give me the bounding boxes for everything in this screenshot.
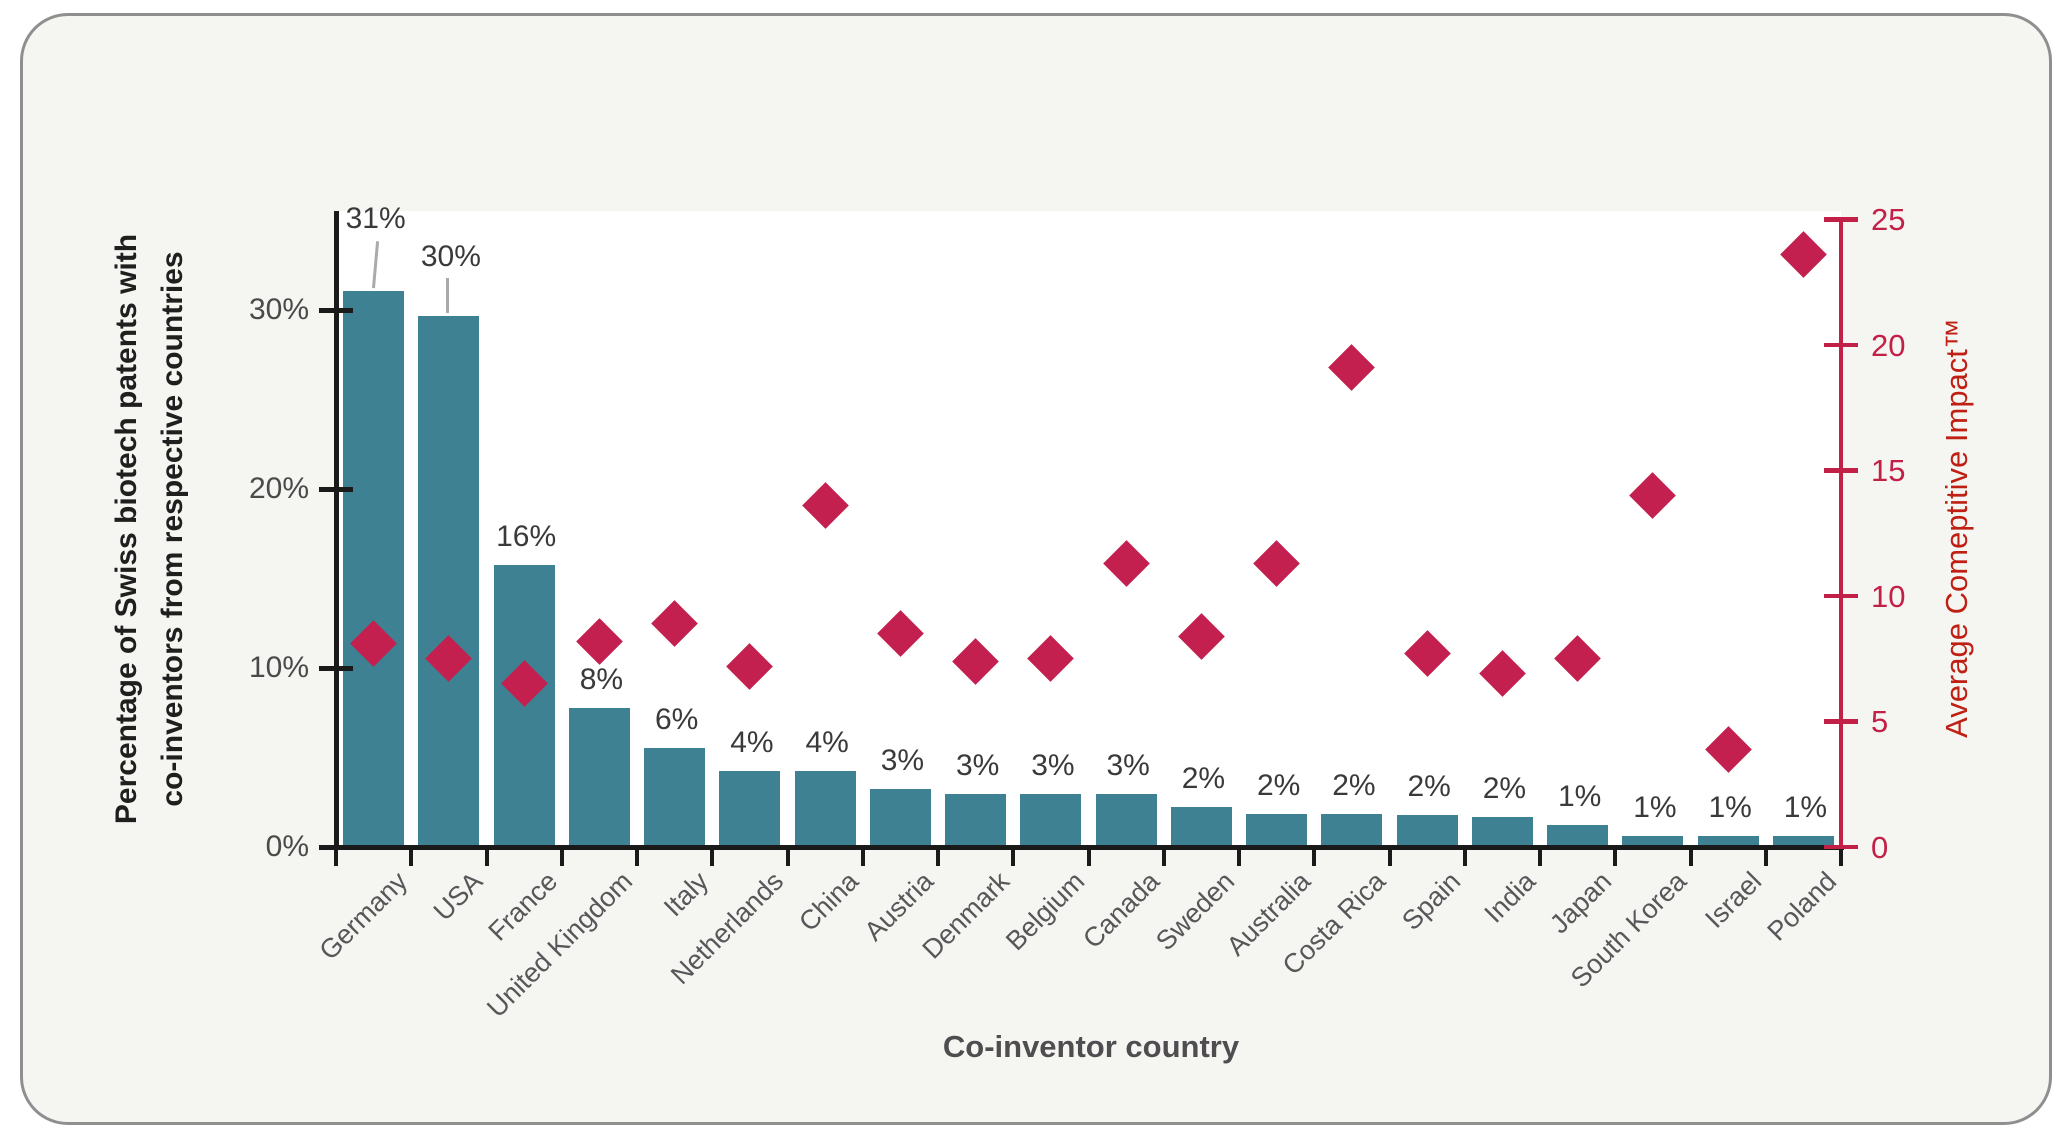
- chart-card: 31% Germany 30% USA 16% France 8% United Kingdo…: [20, 13, 2052, 1125]
- x-axis-tick: [785, 849, 790, 866]
- x-axis-tick: [1086, 849, 1091, 866]
- x-axis-tick: [1161, 849, 1166, 866]
- left-axis-tick-label: 0%: [265, 830, 309, 863]
- left-axis-title: Percentage of Swiss biotech patents with…: [104, 0, 196, 1129]
- bar-value-label-germany: 31%: [345, 202, 406, 235]
- right-axis-tick-label: 20: [1871, 327, 1906, 363]
- x-axis-line: [333, 844, 1844, 850]
- bar-belgium: [1020, 794, 1082, 848]
- x-axis-tick: [1011, 849, 1016, 866]
- x-axis-title: Co-inventor country: [942, 1029, 1240, 1064]
- bar-value-label-sweden: 2%: [1181, 761, 1226, 795]
- left-axis-tick: [319, 665, 353, 671]
- right-axis-tick-label: 5: [1871, 704, 1889, 739]
- x-axis-tick: [710, 849, 715, 866]
- bar-value-label-japan: 1%: [1557, 779, 1602, 813]
- right-axis-tick: [1824, 217, 1858, 222]
- right-axis-line: [1839, 217, 1843, 849]
- bar-japan: [1547, 824, 1609, 848]
- x-axis-tick: [635, 849, 639, 866]
- x-axis-tick: [936, 849, 940, 866]
- bar-value-label-austria: 3%: [880, 743, 925, 777]
- x-axis-tick: [1538, 849, 1542, 866]
- right-axis-tick: [1824, 844, 1858, 850]
- bar-netherlands: [719, 771, 781, 848]
- bar-value-label-united-kingdom: 8%: [579, 663, 624, 697]
- bar-value-label-spain: 2%: [1407, 769, 1451, 803]
- bar-poland: [1772, 836, 1834, 848]
- bar-value-label-poland: 1%: [1783, 791, 1828, 825]
- x-axis-tick: [1312, 849, 1317, 866]
- left-axis-tick: [319, 307, 353, 313]
- x-axis-tick: [1387, 849, 1392, 866]
- right-axis-tick: [1824, 719, 1858, 724]
- chart-marks-layer: 31% Germany 30% USA 16% France 8% United Kingdo…: [23, 16, 2049, 1122]
- bar-spain: [1396, 814, 1458, 848]
- bar-australia: [1246, 813, 1308, 848]
- bar-china: [794, 771, 856, 848]
- bar-value-label-china: 4%: [805, 726, 849, 760]
- chart-axes-layer: 0% 10% 20% 30% 0 5 10 15 20 25: [23, 16, 2049, 1122]
- right-axis-tick-label: 10: [1871, 578, 1906, 614]
- bar-costa-rica: [1321, 813, 1383, 848]
- bar-value-label-belgium: 3%: [1031, 749, 1075, 783]
- right-axis-tick-label: 15: [1871, 453, 1906, 488]
- right-axis-title: Average Comeptitive Impact™: [1939, 318, 1974, 738]
- left-axis-title-line1: Percentage of Swiss biotech patents with: [110, 233, 143, 825]
- left-axis-tick: [319, 486, 353, 492]
- bar-united-kingdom: [568, 708, 630, 848]
- bar-value-label-france: 16%: [496, 520, 557, 554]
- x-axis-tick: [1839, 849, 1843, 866]
- right-axis-tick-label: 25: [1871, 202, 1906, 237]
- bar-sweden: [1170, 806, 1232, 848]
- leader-line-usa: [446, 278, 449, 313]
- bar-austria: [869, 788, 931, 848]
- right-axis-tick: [1824, 593, 1858, 599]
- bar-value-label-netherlands: 4%: [730, 726, 774, 760]
- bar-value-label-canada: 3%: [1106, 749, 1150, 783]
- left-axis-tick-label: 10%: [248, 651, 309, 684]
- x-axis-tick: [1688, 849, 1693, 866]
- x-axis-tick: [559, 849, 564, 866]
- left-axis-line: [333, 211, 339, 850]
- x-axis-tick: [860, 849, 865, 866]
- bar-usa: [418, 316, 480, 848]
- x-axis-tick: [1613, 849, 1618, 866]
- x-axis-tick: [1462, 849, 1467, 866]
- bar-value-label-usa: 30%: [420, 240, 481, 273]
- bar-israel: [1697, 836, 1759, 848]
- bar-germany: [343, 291, 405, 848]
- bar-value-label-costa-rica: 2%: [1332, 768, 1376, 802]
- bar-value-label-australia: 2%: [1256, 768, 1301, 802]
- left-axis-tick: [319, 844, 353, 850]
- right-axis-tick: [1824, 468, 1858, 473]
- bar-canada: [1095, 794, 1157, 848]
- bar-value-label-italy: 6%: [654, 702, 699, 736]
- left-axis-title-line2: co-inventors from respective countries: [156, 251, 189, 807]
- right-axis-tick-label: 0: [1871, 829, 1889, 865]
- bar-value-label-india: 2%: [1482, 771, 1527, 805]
- x-axis-tick: [484, 849, 489, 866]
- bar-south-korea: [1622, 836, 1684, 848]
- x-axis-tick: [409, 849, 414, 866]
- x-axis-tick: [1763, 849, 1768, 866]
- bar-value-label-denmark: 3%: [955, 749, 1000, 783]
- bar-denmark: [945, 794, 1007, 848]
- x-axis-tick: [1237, 849, 1241, 866]
- x-axis-tick: [334, 849, 338, 866]
- left-axis-tick-label: 30%: [248, 293, 309, 326]
- bar-value-label-south-korea: 1%: [1633, 791, 1677, 825]
- bar-value-label-israel: 1%: [1708, 791, 1752, 825]
- left-axis-tick-label: 20%: [248, 472, 309, 505]
- right-axis-tick: [1824, 342, 1858, 348]
- bar-italy: [644, 747, 706, 848]
- bar-india: [1471, 816, 1533, 848]
